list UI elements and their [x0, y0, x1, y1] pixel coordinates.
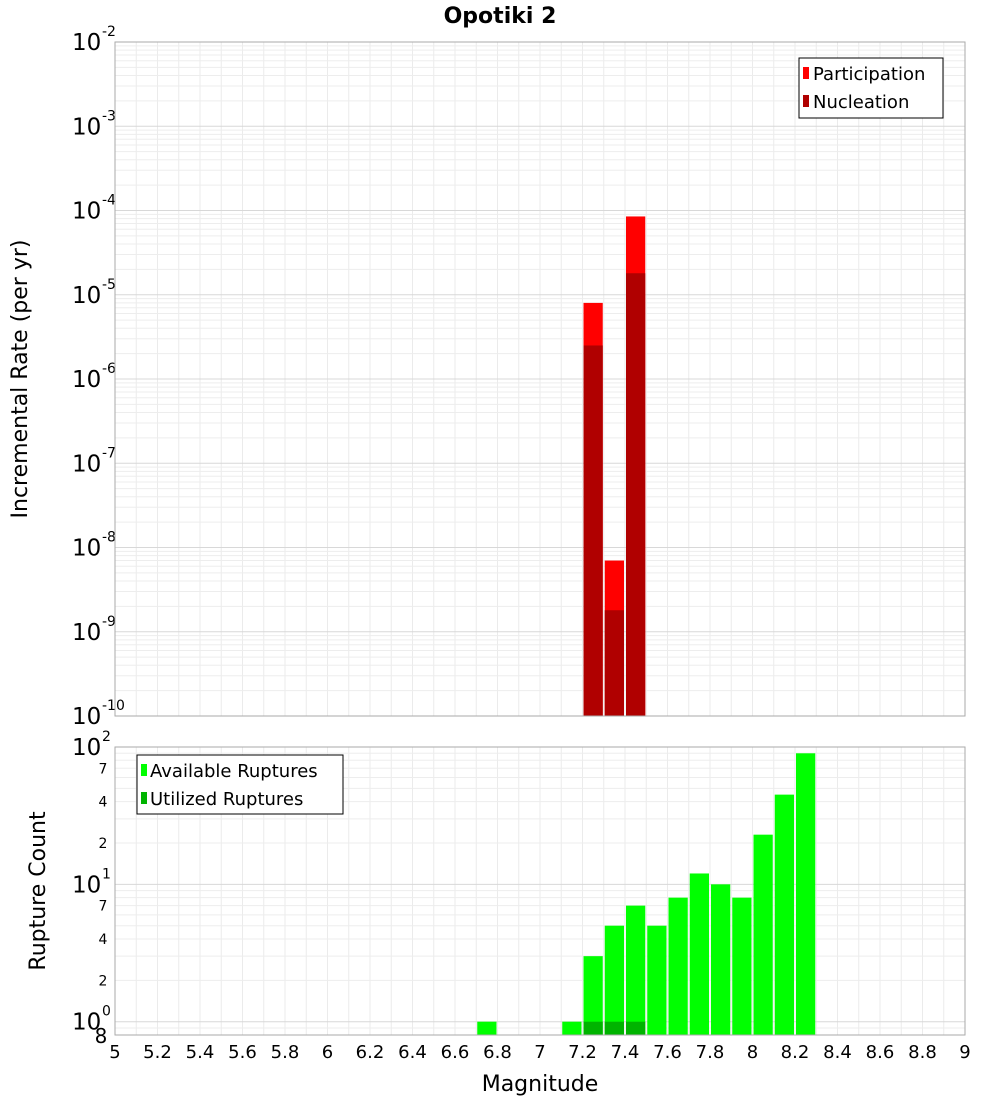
top-y-tick-exponent: -9 — [102, 614, 116, 630]
bottom-y-tick-exponent: 2 — [102, 729, 111, 745]
top-y-tick-exponent: -4 — [102, 193, 116, 209]
x-tick-label: 8.8 — [908, 1042, 937, 1063]
top-y-tick-exponent: -5 — [102, 277, 116, 293]
bar-available — [626, 905, 646, 1035]
x-axis-label: Magnitude — [482, 1072, 599, 1097]
x-tick-label: 9 — [959, 1042, 970, 1063]
bottom-y-minor-tick-label: 2 — [99, 973, 108, 989]
bar-utilized — [583, 1021, 603, 1035]
legend-label-available: Available Ruptures — [150, 761, 318, 782]
bottom-plot-border — [114, 746, 966, 1036]
top-y-tick-mantissa: 10 — [72, 536, 101, 562]
legend-swatch-available — [141, 764, 147, 776]
x-tick-label: 7 — [534, 1042, 545, 1063]
bar-available — [796, 753, 816, 1035]
bar-available — [583, 956, 603, 1035]
x-tick-label: 8.6 — [866, 1042, 895, 1063]
top-y-tick-exponent: -6 — [102, 361, 116, 377]
bottom-y-tick-exponent: 1 — [102, 866, 111, 882]
top-y-tick-mantissa: 10 — [72, 114, 101, 140]
bar-available — [732, 897, 752, 1035]
x-tick-label: 7.8 — [696, 1042, 725, 1063]
x-tick-label: 6.6 — [441, 1042, 470, 1063]
top-y-tick-mantissa: 10 — [72, 451, 101, 477]
top-legend-box — [798, 57, 944, 119]
bottom-y-tick-exponent: 0 — [102, 1004, 111, 1020]
legend-swatch-nucleation — [803, 95, 809, 107]
top-y-tick-exponent: -2 — [102, 24, 116, 40]
x-tick-labels: 5 5.2 5.4 5.6 5.8 6 6.2 6.4 6.6 6.8 7 7.2 7.4 7.6 7.8 8… — [109, 1042, 970, 1063]
top-bars — [583, 216, 646, 716]
x-tick-label: 8 — [747, 1042, 758, 1063]
top-y-tick-mantissa: 10 — [72, 199, 101, 225]
legend-label-nucleation: Nucleation — [813, 92, 909, 113]
chart-title: Opotiki 2 — [444, 4, 557, 29]
x-tick-label: 8.4 — [823, 1042, 852, 1063]
bottom-y-axis-label: Rupture Count — [26, 811, 51, 971]
x-tick-label: 5.2 — [143, 1042, 172, 1063]
top-y-tick-labels: 10-210-310-410-510-610-710-810-910-10 — [72, 24, 125, 730]
top-y-tick-mantissa: 10 — [72, 30, 101, 56]
x-tick-label: 8.2 — [781, 1042, 810, 1063]
top-y-tick-mantissa: 10 — [72, 620, 101, 646]
top-y-tick-exponent: -8 — [102, 530, 116, 546]
bottom-y-minor-tick-label: 7 — [99, 899, 108, 915]
bottom-y-tick-mantissa: 10 — [72, 735, 101, 761]
bottom-legend-box — [136, 754, 344, 815]
bottom-y-minor-tick-label: 4 — [99, 795, 108, 811]
bottom-y-minor-tick-label: 8 — [95, 1024, 108, 1048]
bar-utilized — [626, 1021, 646, 1035]
top-plot-border — [114, 41, 966, 717]
top-y-tick-mantissa: 10 — [72, 367, 101, 393]
x-tick-label: 5.4 — [186, 1042, 215, 1063]
x-tick-label: 6.4 — [398, 1042, 427, 1063]
x-tick-label: 5.8 — [271, 1042, 300, 1063]
x-tick-label: 6.8 — [483, 1042, 512, 1063]
x-tick-label: 5.6 — [228, 1042, 257, 1063]
x-tick-label: 7.4 — [611, 1042, 640, 1063]
bar-available — [711, 884, 731, 1035]
bar-available — [668, 897, 688, 1035]
bar-available — [689, 873, 709, 1035]
bar-available — [774, 794, 794, 1035]
bar-available — [604, 925, 624, 1035]
legend-swatch-participation — [803, 67, 809, 79]
top-y-tick-mantissa: 10 — [72, 704, 101, 730]
bar-available — [753, 834, 773, 1035]
top-legend: Participation Nucleation — [798, 57, 944, 119]
x-tick-label: 7.6 — [653, 1042, 682, 1063]
bar-available — [477, 1021, 497, 1035]
bottom-y-tick-mantissa: 10 — [72, 872, 101, 898]
legend-label-participation: Participation — [813, 64, 925, 85]
bar-nucleation — [583, 345, 603, 716]
bottom-y-minor-tick-label: 7 — [99, 761, 108, 777]
bar-available — [562, 1021, 582, 1035]
x-tick-label: 5 — [109, 1042, 120, 1063]
top-panel: 10-210-310-410-510-610-710-810-910-10 In… — [8, 24, 966, 730]
bottom-legend: Available Ruptures Utilized Ruptures — [136, 754, 344, 815]
bottom-y-minor-tick-label: 2 — [99, 836, 108, 852]
legend-label-utilized: Utilized Ruptures — [150, 789, 303, 810]
x-tick-label: 6.2 — [356, 1042, 385, 1063]
top-grid — [114, 42, 966, 717]
bar-nucleation — [604, 610, 624, 716]
top-y-axis-label: Incremental Rate (per yr) — [8, 240, 33, 519]
bar-nucleation — [626, 273, 646, 716]
legend-swatch-utilized — [141, 792, 147, 804]
x-tick-label: 6 — [322, 1042, 333, 1063]
top-y-tick-mantissa: 10 — [72, 283, 101, 309]
bottom-y-tick-mantissa: 10 — [72, 1010, 101, 1036]
top-y-tick-exponent: -3 — [102, 108, 116, 124]
bar-available — [647, 925, 667, 1035]
x-tick-label: 7.2 — [568, 1042, 597, 1063]
bar-utilized — [604, 1021, 624, 1035]
top-y-tick-exponent: -10 — [102, 698, 125, 714]
bottom-y-minor-tick-label: 4 — [99, 932, 108, 948]
bottom-bars — [477, 753, 816, 1035]
top-y-tick-exponent: -7 — [102, 445, 116, 461]
